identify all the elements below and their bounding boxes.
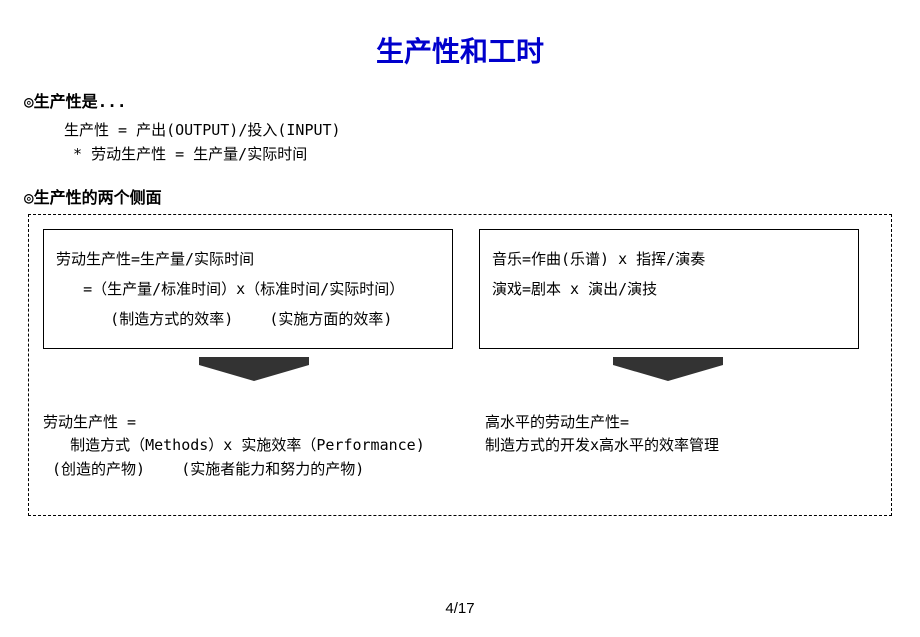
right-box: 音乐=作曲(乐谱) x 指挥/演奏 演戏=剧本 x 演出/演技: [479, 229, 859, 349]
lower-left: 劳动生产性 = 制造方式（Methods）x 实施效率（Performance)…: [43, 411, 485, 481]
left-box-l2: =（生产量/标准时间）x（标准时间/实际时间）: [56, 274, 446, 304]
section2-heading: ◎生产性的两个侧面: [24, 184, 920, 208]
lower-row: 劳动生产性 = 制造方式（Methods）x 实施效率（Performance)…: [43, 411, 877, 481]
page-title: 生产性和工时: [0, 0, 920, 88]
lower-left-l3: (创造的产物) (实施者能力和努力的产物): [43, 458, 485, 481]
lower-right-l1: 高水平的劳动生产性=: [485, 411, 865, 434]
lower-left-l2: 制造方式（Methods）x 实施效率（Performance): [43, 434, 485, 457]
arrow-right-cell: [465, 357, 871, 381]
section1-line2: * 劳动生产性 = 生产量/实际时间: [64, 142, 920, 166]
dashed-container: 劳动生产性=生产量/实际时间 =（生产量/标准时间）x（标准时间/实际时间） (…: [28, 214, 892, 516]
arrow-down-icon: [613, 357, 723, 381]
box-row: 劳动生产性=生产量/实际时间 =（生产量/标准时间）x（标准时间/实际时间） (…: [43, 229, 877, 349]
section1-heading: ◎生产性是...: [24, 88, 920, 112]
left-box-l1: 劳动生产性=生产量/实际时间: [56, 244, 446, 274]
left-box-l3: (制造方式的效率) (实施方面的效率): [56, 304, 446, 334]
left-box: 劳动生产性=生产量/实际时间 =（生产量/标准时间）x（标准时间/实际时间） (…: [43, 229, 453, 349]
right-box-l2: 演戏=剧本 x 演出/演技: [492, 274, 852, 304]
section1-line1: 生产性 = 产出(OUTPUT)/投入(INPUT): [64, 118, 920, 142]
lower-left-l1: 劳动生产性 =: [43, 411, 485, 434]
arrow-left-cell: [43, 357, 465, 381]
lower-right: 高水平的劳动生产性= 制造方式的开发x高水平的效率管理: [485, 411, 865, 481]
right-box-l1: 音乐=作曲(乐谱) x 指挥/演奏: [492, 244, 852, 274]
slide: 生产性和工时 ◎生产性是... 生产性 = 产出(OUTPUT)/投入(INPU…: [0, 0, 920, 637]
spacer: [0, 166, 920, 184]
arrow-row: [43, 357, 877, 381]
arrow-down-icon: [199, 357, 309, 381]
lower-right-l2: 制造方式的开发x高水平的效率管理: [485, 434, 865, 457]
page-number: 4/17: [0, 600, 920, 617]
